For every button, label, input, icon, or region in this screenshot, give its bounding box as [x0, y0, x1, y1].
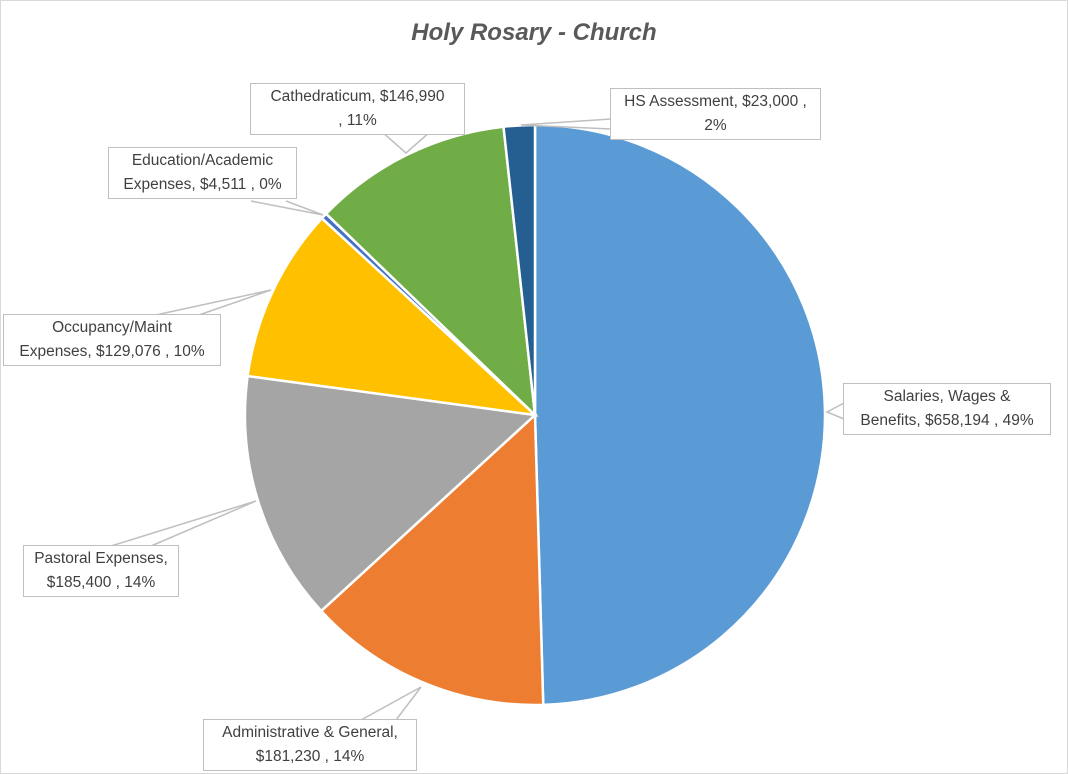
- pie-slice-pastoral-expenses: [243, 374, 538, 613]
- label-line: $181,230 , 14%: [255, 748, 365, 765]
- label-line: Benefits, $658,194 , 49%: [860, 412, 1034, 429]
- label-line: Salaries, Wages &: [883, 388, 1011, 405]
- label-line: Cathedraticum, $146,990: [270, 88, 445, 105]
- leader-line-cathedraticum: [380, 130, 432, 154]
- data-label-pastoral: Pastoral Expenses, $185,400 , 14%: [23, 545, 179, 597]
- pie-slice-salaries-wages-benefits: [533, 123, 827, 707]
- label-line: 2%: [704, 117, 727, 134]
- leader-line-hs: [520, 118, 612, 130]
- leader-line-education: [250, 200, 324, 216]
- data-label-hs-assessment: HS Assessment, $23,000 , 2%: [610, 88, 821, 140]
- label-line: Administrative & General,: [222, 724, 398, 741]
- chart-title: Holy Rosary - Church: [411, 19, 657, 46]
- label-line: Education/Academic: [131, 152, 274, 169]
- pie-slice-cathedraticum: [324, 125, 537, 419]
- label-line: Expenses, $4,511 , 0%: [123, 176, 282, 193]
- label-line: $185,400 , 14%: [46, 574, 156, 591]
- label-line: Occupancy/Maint: [52, 319, 172, 336]
- label-line: HS Assessment, $23,000 ,: [624, 93, 807, 110]
- data-label-admin: Administrative & General, $181,230 , 14%: [203, 719, 417, 771]
- pie-slice-occupancy-maint-expenses: [246, 216, 539, 417]
- label-line: Expenses, $129,076 , 10%: [19, 343, 205, 360]
- data-label-education: Education/Academic Expenses, $4,511 , 0%: [108, 147, 297, 199]
- data-label-occupancy: Occupancy/Maint Expenses, $129,076 , 10%: [3, 314, 221, 366]
- leader-line-pastoral: [110, 500, 257, 547]
- leader-lines: [110, 118, 845, 721]
- leader-line-occupancy: [150, 289, 272, 317]
- leader-line-admin: [360, 686, 422, 721]
- leader-line-salaries: [825, 402, 845, 420]
- data-label-salaries: Salaries, Wages & Benefits, $658,194 , 4…: [843, 383, 1051, 435]
- data-label-cathedraticum: Cathedraticum, $146,990 , 11%: [250, 83, 465, 135]
- label-line: , 11%: [338, 112, 377, 129]
- pie-slice-administrative-general: [319, 412, 545, 707]
- label-line: Pastoral Expenses,: [34, 550, 168, 567]
